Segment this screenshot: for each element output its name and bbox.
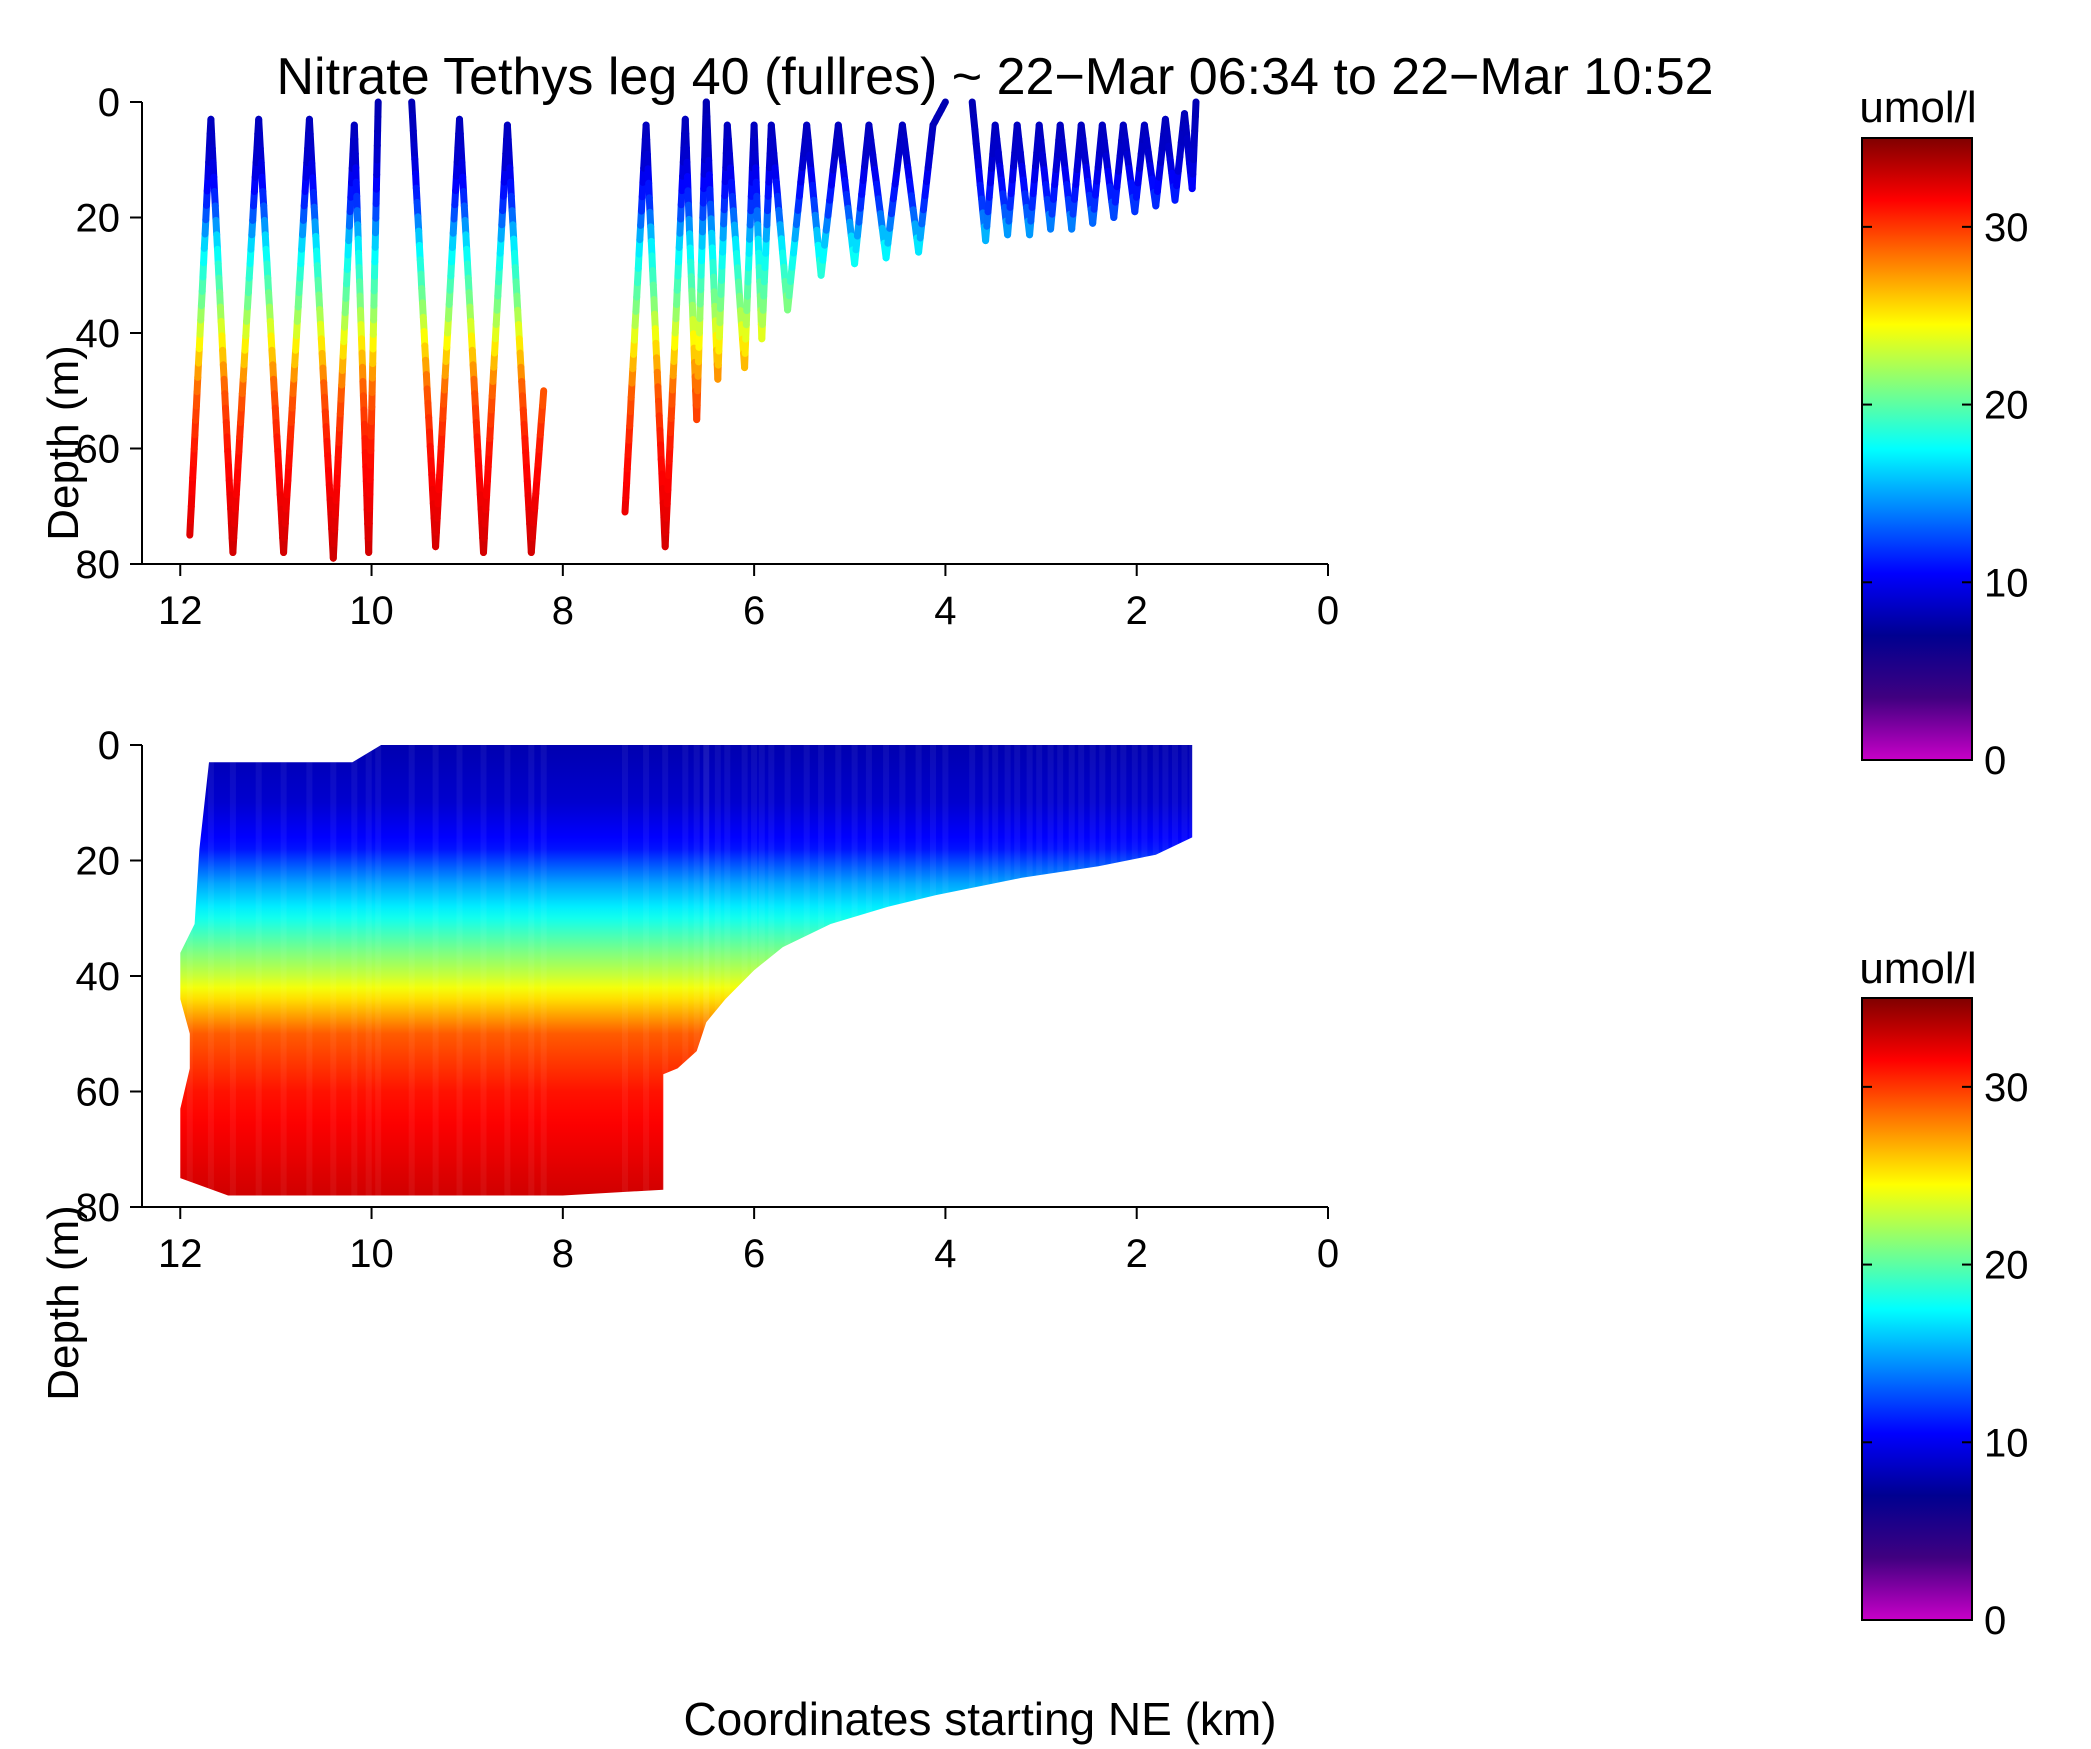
top-y-tick-label: 80 xyxy=(76,543,121,587)
top-y-axis-label: Depth (m) xyxy=(39,345,88,541)
colorbar-bottom-tick-label: 20 xyxy=(1984,1244,2029,1288)
top-track-series xyxy=(186,98,1200,562)
colorbar-top-tick-label: 30 xyxy=(1984,206,2029,250)
bottom-x-tick-label: 4 xyxy=(934,1232,956,1276)
top-x-tick-label: 0 xyxy=(1317,589,1339,633)
colorbar-top: umol/l 0 10 20 30 xyxy=(1859,83,2028,783)
colorbar-top-tick-label: 0 xyxy=(1984,739,2006,783)
yo-track-segment xyxy=(539,387,548,409)
top-x-tick-label: 2 xyxy=(1126,589,1148,633)
bottom-x-tick-label: 10 xyxy=(349,1232,394,1276)
bottom-x-tick-label: 2 xyxy=(1126,1232,1148,1276)
bottom-heatmap xyxy=(180,745,1193,1196)
colorbar-bottom-tick-label: 30 xyxy=(1984,1066,2029,1110)
bottom-y-tick-label: 20 xyxy=(76,840,121,884)
top-x-tick-label: 8 xyxy=(552,589,574,633)
top-y-tick-label: 0 xyxy=(98,81,120,125)
chart-title: Nitrate Tethys leg 40 (fullres) ~ 22−Mar… xyxy=(276,48,1713,106)
colorbar-top-tick-label: 10 xyxy=(1984,561,2029,605)
colorbar-bottom-tick-label: 0 xyxy=(1984,1599,2006,1643)
bottom-y-tick-label: 80 xyxy=(76,1186,121,1230)
colorbar-top-bar xyxy=(1861,137,1973,761)
bottom-x-tick-label: 8 xyxy=(552,1232,574,1276)
colorbar-bottom-bar xyxy=(1861,997,1973,1621)
colorbar-bottom: umol/l 0 10 20 30 xyxy=(1859,944,2028,1643)
colorbar-top-tick-label: 20 xyxy=(1984,384,2029,428)
bottom-x-tick-label: 0 xyxy=(1317,1232,1339,1276)
top-x-tick-label: 12 xyxy=(158,589,203,633)
top-panel: Nitrate Tethys leg 40 (fullres) ~ 22−Mar… xyxy=(39,48,1714,633)
top-y-tick-label: 20 xyxy=(76,197,121,241)
bottom-y-tick-label: 0 xyxy=(98,724,120,768)
colorbar-bottom-tick-label: 10 xyxy=(1984,1421,2029,1465)
bottom-x-tick-label: 6 xyxy=(743,1232,765,1276)
yo-track-segment xyxy=(939,98,949,110)
yo-track-segment xyxy=(1191,98,1200,120)
top-x-tick-label: 4 xyxy=(934,589,956,633)
bottom-y-axis-label: Depth (m) xyxy=(39,1205,88,1401)
colorbar-top-label: umol/l xyxy=(1859,83,1976,132)
bottom-y-tick-label: 60 xyxy=(76,1071,121,1115)
bottom-y-tick-label: 40 xyxy=(76,955,121,999)
bottom-x-tick-label: 12 xyxy=(158,1232,203,1276)
top-y-tick-label: 40 xyxy=(76,312,121,356)
heatmap-field xyxy=(180,745,1193,1196)
top-x-tick-label: 6 xyxy=(743,589,765,633)
top-x-tick-label: 10 xyxy=(349,589,394,633)
colorbar-bottom-label: umol/l xyxy=(1859,944,1976,993)
x-axis-label: Coordinates starting NE (km) xyxy=(683,1693,1276,1745)
top-y-tick-label: 60 xyxy=(76,428,121,472)
